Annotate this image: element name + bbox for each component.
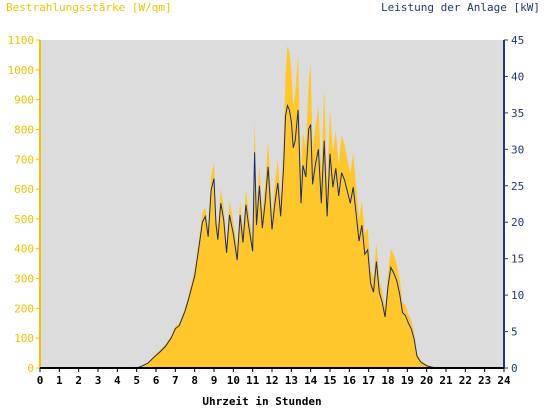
left-tick-label: 500 bbox=[14, 213, 34, 226]
left-tick-label: 100 bbox=[14, 332, 34, 345]
tick-labels: 0100200300400500600700800900100011000510… bbox=[8, 34, 525, 387]
left-tick-label: 800 bbox=[14, 123, 34, 136]
power-line-series bbox=[40, 103, 504, 369]
right-axis-title: Leistung der Anlage [kW] bbox=[381, 1, 540, 14]
x-axis-label: Uhrzeit in Stunden bbox=[202, 395, 321, 408]
left-tick-label: 1100 bbox=[8, 34, 35, 47]
x-tick-label: 19 bbox=[401, 374, 414, 387]
left-axis-title: Bestrahlungsstärke [W/qm] bbox=[6, 1, 172, 14]
x-tick-label: 21 bbox=[439, 374, 453, 387]
x-tick-label: 1 bbox=[56, 374, 63, 387]
left-tick-label: 200 bbox=[14, 302, 34, 315]
x-tick-label: 2 bbox=[75, 374, 82, 387]
left-tick-label: 400 bbox=[14, 243, 34, 256]
x-tick-label: 22 bbox=[459, 374, 472, 387]
x-tick-label: 8 bbox=[191, 374, 198, 387]
x-tick-label: 13 bbox=[285, 374, 298, 387]
left-tick-label: 300 bbox=[14, 273, 34, 286]
left-tick-label: 600 bbox=[14, 183, 34, 196]
right-tick-label: 15 bbox=[511, 253, 524, 266]
x-tick-label: 23 bbox=[478, 374, 491, 387]
left-tick-label: 700 bbox=[14, 153, 34, 166]
x-tick-label: 0 bbox=[37, 374, 44, 387]
right-tick-label: 30 bbox=[511, 143, 524, 156]
left-tick-label: 900 bbox=[14, 94, 34, 107]
x-tick-label: 12 bbox=[265, 374, 278, 387]
x-tick-label: 3 bbox=[95, 374, 102, 387]
x-tick-label: 5 bbox=[133, 374, 140, 387]
x-tick-label: 20 bbox=[420, 374, 433, 387]
right-tick-label: 35 bbox=[511, 107, 524, 120]
left-tick-label: 0 bbox=[27, 362, 34, 375]
right-tick-label: 40 bbox=[511, 70, 524, 83]
right-tick-label: 0 bbox=[511, 362, 518, 375]
x-tick-label: 16 bbox=[343, 374, 357, 387]
x-tick-label: 9 bbox=[211, 374, 218, 387]
right-tick-label: 25 bbox=[511, 180, 524, 193]
right-tick-label: 45 bbox=[511, 34, 524, 47]
x-tick-label: 14 bbox=[304, 374, 318, 387]
x-tick-label: 11 bbox=[246, 374, 260, 387]
x-tick-label: 7 bbox=[172, 374, 179, 387]
x-tick-label: 15 bbox=[323, 374, 336, 387]
x-tick-label: 4 bbox=[114, 374, 121, 387]
right-tick-label: 20 bbox=[511, 216, 524, 229]
x-tick-label: 24 bbox=[497, 374, 511, 387]
power-line bbox=[40, 103, 504, 369]
x-tick-label: 6 bbox=[153, 374, 160, 387]
left-tick-label: 1000 bbox=[8, 64, 35, 77]
right-tick-label: 5 bbox=[511, 326, 518, 339]
x-tick-label: 18 bbox=[381, 374, 394, 387]
x-tick-label: 10 bbox=[227, 374, 240, 387]
x-tick-label: 17 bbox=[362, 374, 375, 387]
right-tick-label: 10 bbox=[511, 289, 524, 302]
